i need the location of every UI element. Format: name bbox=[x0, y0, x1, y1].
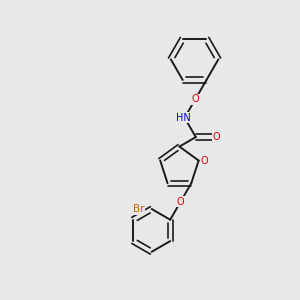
Text: O: O bbox=[213, 132, 220, 142]
Text: O: O bbox=[191, 94, 199, 104]
Text: O: O bbox=[200, 156, 208, 166]
Text: Br: Br bbox=[134, 204, 145, 214]
Text: HN: HN bbox=[176, 113, 190, 123]
Text: O: O bbox=[177, 197, 184, 207]
